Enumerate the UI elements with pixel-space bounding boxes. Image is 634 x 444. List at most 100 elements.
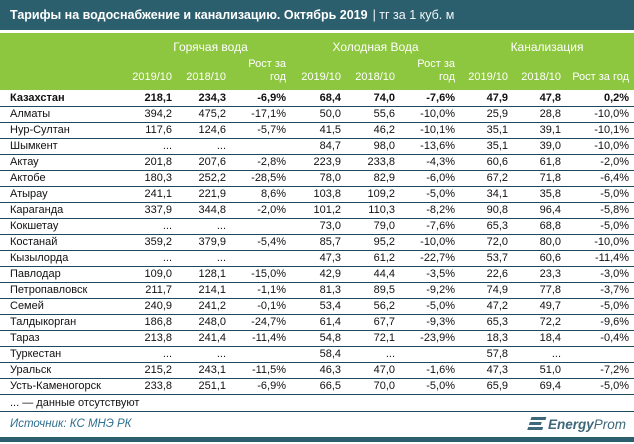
value-cell: ... <box>177 138 231 155</box>
value-cell: 47,8 <box>513 90 567 107</box>
value-cell: 81,3 <box>291 282 347 299</box>
value-cell: 78,0 <box>291 170 347 187</box>
value-cell: 379,9 <box>177 234 231 251</box>
city-cell: Актау <box>0 154 130 171</box>
value-cell: -5,8% <box>566 202 634 219</box>
city-cell: Тараз <box>0 330 130 347</box>
table-row: Актау 201,8 207,6 -2,8% 223,9 233,8 -4,3% 60,6 6… <box>0 154 634 171</box>
value-cell <box>566 346 634 363</box>
table-row: Туркестан...... 58,4... 57,8... <box>0 346 634 363</box>
value-cell: 55,6 <box>346 106 401 123</box>
table-body: Казахстан 218,1 234,3 -6,9% 68,4 74,0 -7,6% 47,… <box>0 90 634 395</box>
value-cell: 47,3 <box>460 362 514 379</box>
value-cell: 359,2 <box>130 234 177 251</box>
value-cell: 34,1 <box>460 186 514 203</box>
value-cell: -23,9% <box>400 330 461 347</box>
value-cell: 49,7 <box>513 298 567 315</box>
value-cell: -9,3% <box>400 314 461 331</box>
value-cell: 47,0 <box>346 362 401 379</box>
value-cell: -9,2% <box>400 282 461 299</box>
group-cold-water: Холодная Вода <box>332 40 419 54</box>
value-cell: 243,1 <box>177 362 231 379</box>
value-cell: -5,0% <box>566 186 634 203</box>
value-cell: 18,4 <box>513 330 567 347</box>
value-cell: -2,0% <box>566 154 634 171</box>
table-row: Алматы 394,2 475,2 -17,1% 50,0 55,6 -10,0% 25,9… <box>0 106 634 123</box>
value-cell: 218,1 <box>130 90 177 107</box>
table-row: Талдыкорган 186,8 248,0 -24,7% 61,4 67,7 -9,3%… <box>0 314 634 331</box>
city-cell: Нур-Султан <box>0 122 130 139</box>
value-cell: 46,3 <box>291 362 347 379</box>
value-cell: 110,3 <box>346 202 401 219</box>
source-row: Источник: КС МНЭ РК EnergyProm <box>0 412 634 437</box>
value-cell: 223,9 <box>291 154 347 171</box>
value-cell: 60,6 <box>513 250 567 267</box>
value-cell: 47,9 <box>460 90 514 107</box>
value-cell: 72,1 <box>346 330 401 347</box>
value-cell: 101,2 <box>291 202 347 219</box>
value-cell: 35,8 <box>513 186 567 203</box>
value-cell: -0,4% <box>566 330 634 347</box>
value-cell: 70,0 <box>346 378 401 395</box>
value-cell: 41,5 <box>291 122 347 139</box>
value-cell: -4,3% <box>400 154 461 171</box>
value-cell: 240,9 <box>130 298 177 315</box>
table-row: Казахстан 218,1 234,3 -6,9% 68,4 74,0 -7,6% 47,… <box>0 90 634 107</box>
value-cell: 42,9 <box>291 266 347 283</box>
value-cell: 252,2 <box>177 170 231 187</box>
value-cell: 214,1 <box>177 282 231 299</box>
value-cell: 79,0 <box>346 218 401 235</box>
value-cell: 85,7 <box>291 234 347 251</box>
source-label: Источник: КС МНЭ РК <box>10 418 132 431</box>
value-cell: ... <box>177 218 231 235</box>
value-cell: 72,0 <box>460 234 514 251</box>
table-row: Павлодар 109,0 128,1 -15,0% 42,9 44,4 -3,5% 22,… <box>0 266 634 283</box>
value-cell: -3,5% <box>400 266 461 283</box>
value-cell: ... <box>130 138 177 155</box>
city-cell: Кокшетау <box>0 218 130 235</box>
value-cell: 74,9 <box>460 282 514 299</box>
value-cell: 109,2 <box>346 186 401 203</box>
city-cell: Караганда <box>0 202 130 219</box>
value-cell: -0,1% <box>231 298 292 315</box>
table-row: Кызылорда...... 47,3 61,2 -22,7% 53,7 60,6 -11… <box>0 250 634 267</box>
value-cell: 0,2% <box>566 90 634 107</box>
value-cell: 8,6% <box>231 186 292 203</box>
value-cell: 67,7 <box>346 314 401 331</box>
value-cell: 56,2 <box>346 298 401 315</box>
table-header: Горячая вода Холодная Вода Канализация 2… <box>0 33 634 91</box>
value-cell: -10,0% <box>566 234 634 251</box>
value-cell: -17,1% <box>231 106 292 123</box>
table-row: Караганда 337,9 344,8 -2,0% 101,2 110,3 -8,2% 9… <box>0 202 634 219</box>
value-cell: 82,9 <box>346 170 401 187</box>
value-cell: -5,0% <box>400 378 461 395</box>
value-cell: -6,4% <box>566 170 634 187</box>
value-cell: 22,6 <box>460 266 514 283</box>
value-cell: 96,4 <box>513 202 567 219</box>
group-hot-water: Горячая вода <box>173 40 248 54</box>
value-cell: -5,4% <box>231 234 292 251</box>
value-cell: 71,8 <box>513 170 567 187</box>
value-cell: -10,0% <box>400 106 461 123</box>
value-cell: 50,0 <box>291 106 347 123</box>
value-cell: -1,6% <box>400 362 461 379</box>
value-cell: 58,4 <box>291 346 347 363</box>
value-cell: 35,1 <box>460 138 514 155</box>
energyprom-logo: EnergyProm <box>527 416 626 432</box>
city-cell: Шымкент <box>0 138 130 155</box>
sub-header-row: 2019/10 2018/10 Рост за год 2019/10 2018… <box>0 56 634 90</box>
value-cell: -22,7% <box>400 250 461 267</box>
value-cell: 74,0 <box>346 90 401 107</box>
value-cell: 35,1 <box>460 122 514 139</box>
value-cell: -5,0% <box>566 298 634 315</box>
value-cell: -2,8% <box>231 154 292 171</box>
value-cell: 61,2 <box>346 250 401 267</box>
city-cell: Петропавловск <box>0 282 130 299</box>
value-cell: 109,0 <box>130 266 177 283</box>
city-cell: Семей <box>0 298 130 315</box>
value-cell <box>231 138 292 155</box>
value-cell: 39,1 <box>513 122 567 139</box>
value-cell: -15,0% <box>231 266 292 283</box>
energyprom-logo-icon <box>527 416 547 432</box>
